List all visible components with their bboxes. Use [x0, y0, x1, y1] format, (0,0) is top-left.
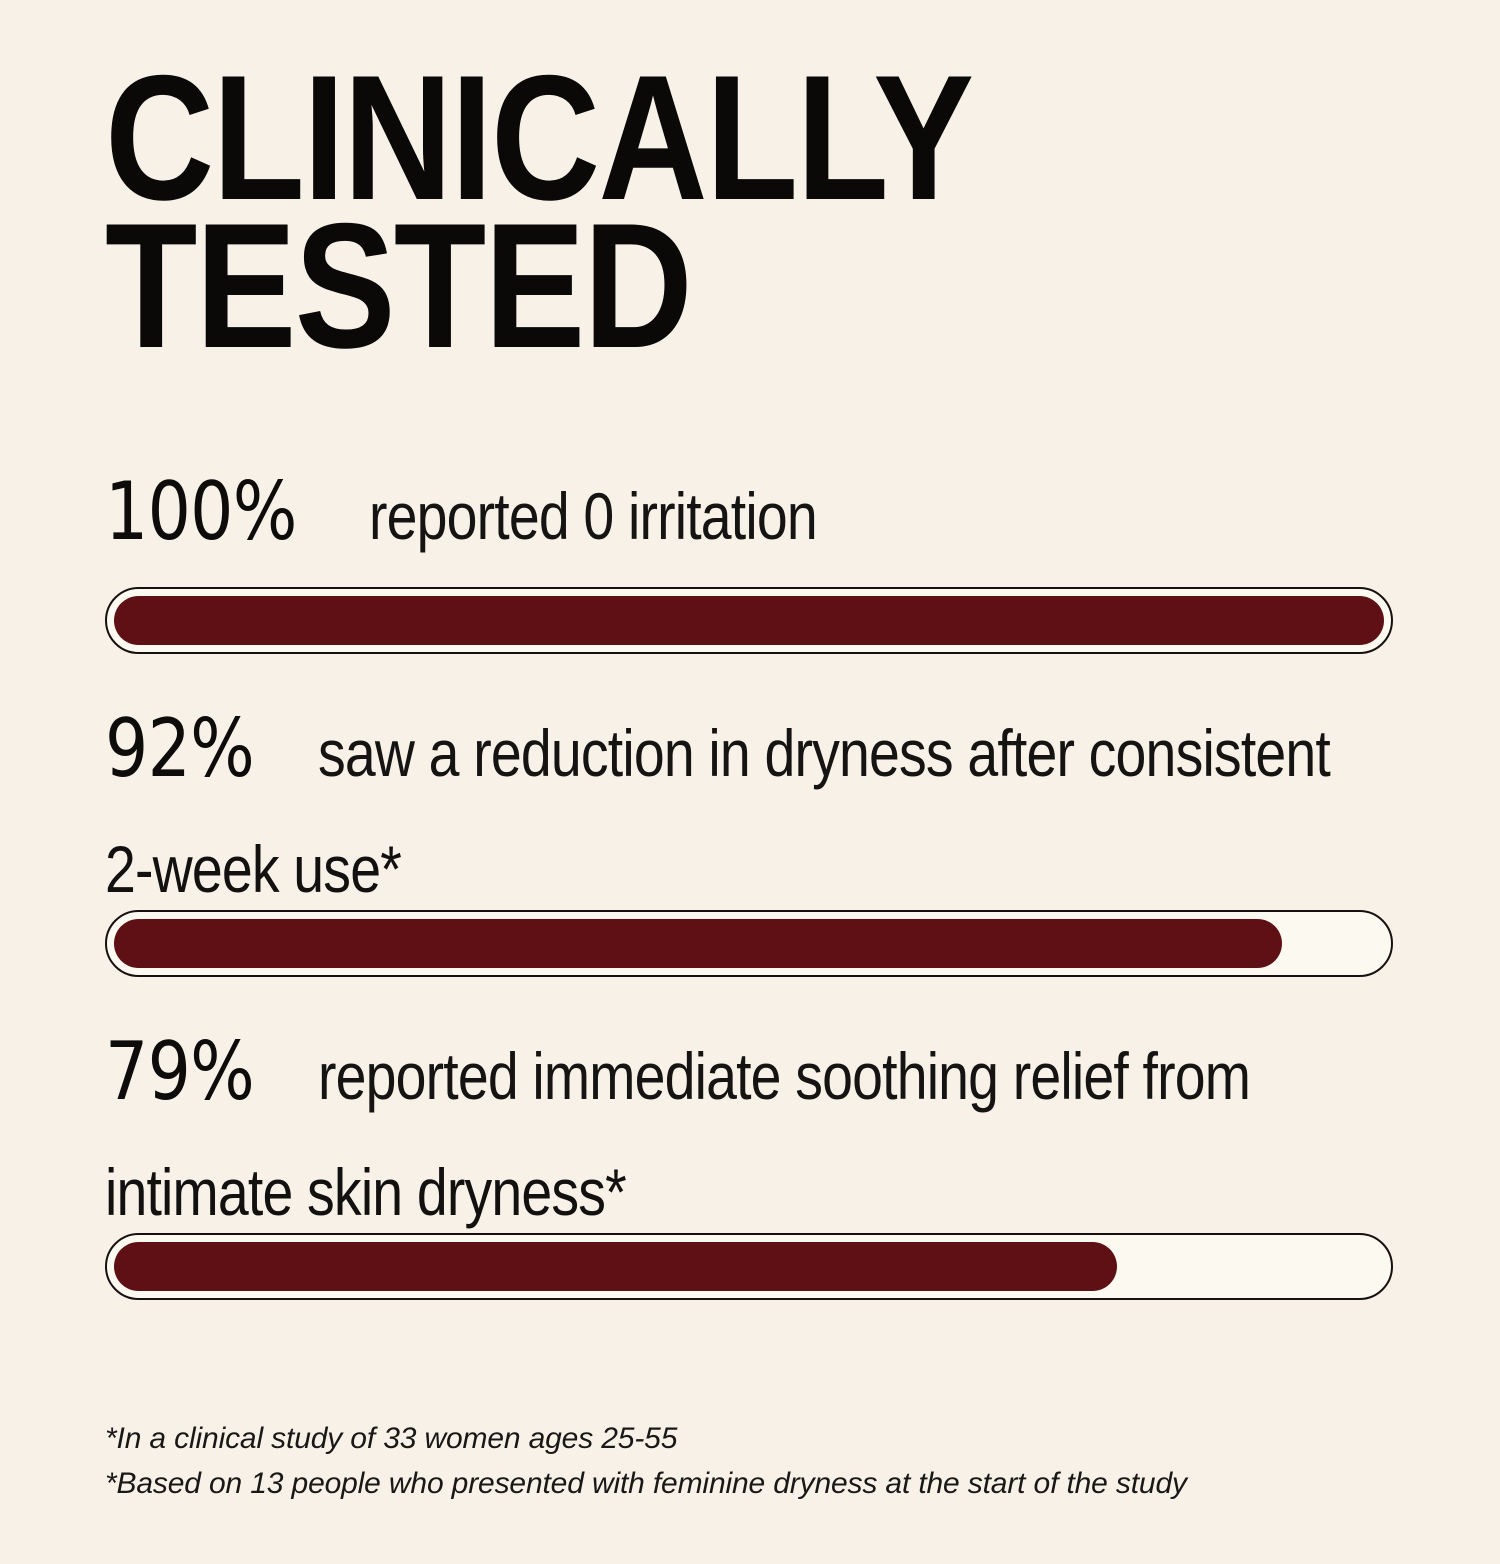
stat-headline: 79% reported immediate soothing relief fr… — [105, 1032, 1393, 1135]
stat-description-line2: intimate skin dryness* — [105, 1155, 627, 1229]
footnote-study-size: *In a clinical study of 33 women ages 25… — [105, 1422, 678, 1455]
stat-headline: 100% reported 0 irritation — [105, 472, 1393, 575]
page-title: CLINICALLY TESTED — [105, 38, 1393, 385]
stat-row-irritation: 100% reported 0 irritation — [105, 472, 1393, 654]
progress-bar — [105, 1233, 1393, 1300]
progress-fill — [114, 1242, 1118, 1291]
stat-percent: 100% — [105, 465, 297, 558]
progress-fill — [114, 919, 1283, 968]
footnotes: *In a clinical study of 33 women ages 25… — [105, 1416, 1393, 1506]
progress-bar — [105, 910, 1393, 977]
footnote-subgroup: *Based on 13 people who presented with f… — [105, 1467, 1187, 1500]
page-title-line1: CLINICALLY — [105, 38, 974, 237]
stat-description-line2: 2-week use* — [105, 832, 402, 906]
stat-description: reported 0 irritation — [368, 479, 818, 553]
stat-description: saw a reduction in dryness after consist… — [318, 716, 1331, 790]
stat-row-dryness-reduction: 92% saw a reduction in dryness after cons… — [105, 709, 1393, 977]
stat-headline: 92% saw a reduction in dryness after cons… — [105, 709, 1393, 812]
stat-percent: 92% — [105, 702, 255, 795]
page-title-line2: TESTED — [105, 186, 693, 385]
stat-description: reported immediate soothing relief from — [318, 1039, 1251, 1113]
infographic-page: CLINICALLY TESTED 100% reported 0 irritat… — [0, 38, 1500, 1564]
progress-bar — [105, 587, 1393, 654]
progress-fill — [114, 596, 1384, 645]
stat-row-soothing-relief: 79% reported immediate soothing relief fr… — [105, 1032, 1393, 1300]
stat-percent: 79% — [105, 1025, 255, 1118]
